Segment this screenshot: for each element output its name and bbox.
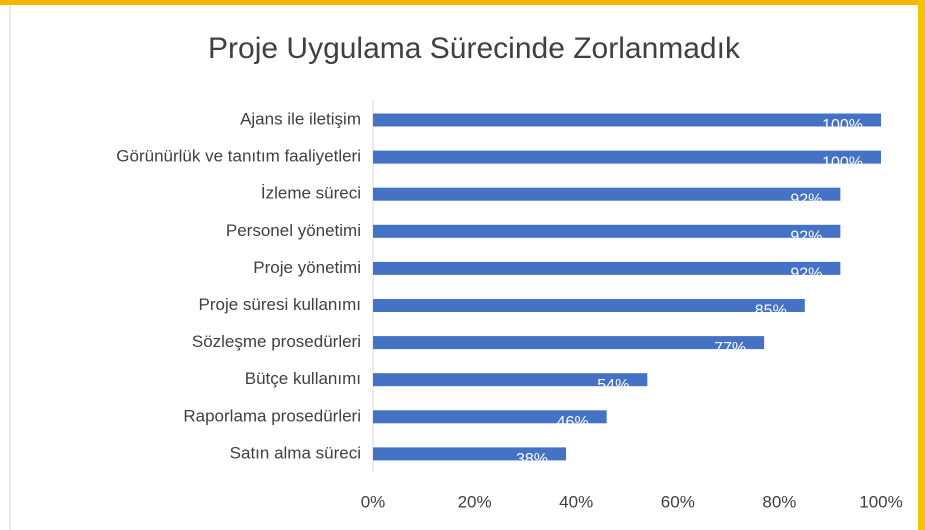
y-tick-label: Satın alma süreci: [230, 443, 361, 462]
chart-title: Proje Uygulama Sürecinde Zorlanmadık: [208, 32, 741, 65]
y-tick-label: Bütçe kullanımı: [245, 369, 361, 388]
bar: [373, 261, 841, 275]
value-label: 85%: [755, 303, 787, 320]
y-tick-label: Raporlama prosedürleri: [183, 406, 361, 425]
value-label: 77%: [714, 340, 746, 357]
bar: [373, 373, 648, 387]
y-tick-label: Ajans ile iletişim: [240, 109, 361, 128]
x-tick-label: 80%: [762, 492, 796, 511]
value-label: 46%: [557, 414, 589, 431]
value-label: 92%: [790, 229, 822, 246]
y-tick-label: Görünürlük ve tanıtım faaliyetleri: [116, 147, 361, 166]
bar: [373, 299, 805, 312]
y-tick-label: Sözleşme prosedürleri: [192, 332, 361, 351]
value-label: 38%: [516, 451, 548, 468]
y-tick-label: Personel yönetimi: [226, 221, 361, 240]
value-label: 100%: [822, 117, 863, 134]
bar: [373, 150, 881, 164]
x-tick-label: 0%: [361, 492, 386, 511]
bar: [373, 113, 881, 127]
value-label: 92%: [790, 266, 822, 283]
y-tick-label: Proje süresi kullanımı: [198, 295, 361, 314]
bar: [373, 447, 567, 461]
x-tick-label: 40%: [559, 492, 593, 511]
value-label: 92%: [790, 191, 822, 208]
x-tick-label: 100%: [859, 492, 902, 511]
y-tick-label: Proje yönetimi: [253, 258, 361, 277]
value-label: 54%: [597, 377, 629, 394]
right-border: [918, 0, 925, 530]
bar: [373, 410, 607, 424]
x-tick-label: 60%: [661, 492, 695, 511]
bar: [373, 224, 841, 238]
top-border: [0, 0, 925, 5]
value-label: 100%: [822, 154, 863, 171]
x-tick-label: 20%: [458, 492, 492, 511]
bar: [373, 336, 765, 350]
y-tick-label: İzleme süreci: [261, 184, 361, 203]
bar: [373, 187, 841, 201]
